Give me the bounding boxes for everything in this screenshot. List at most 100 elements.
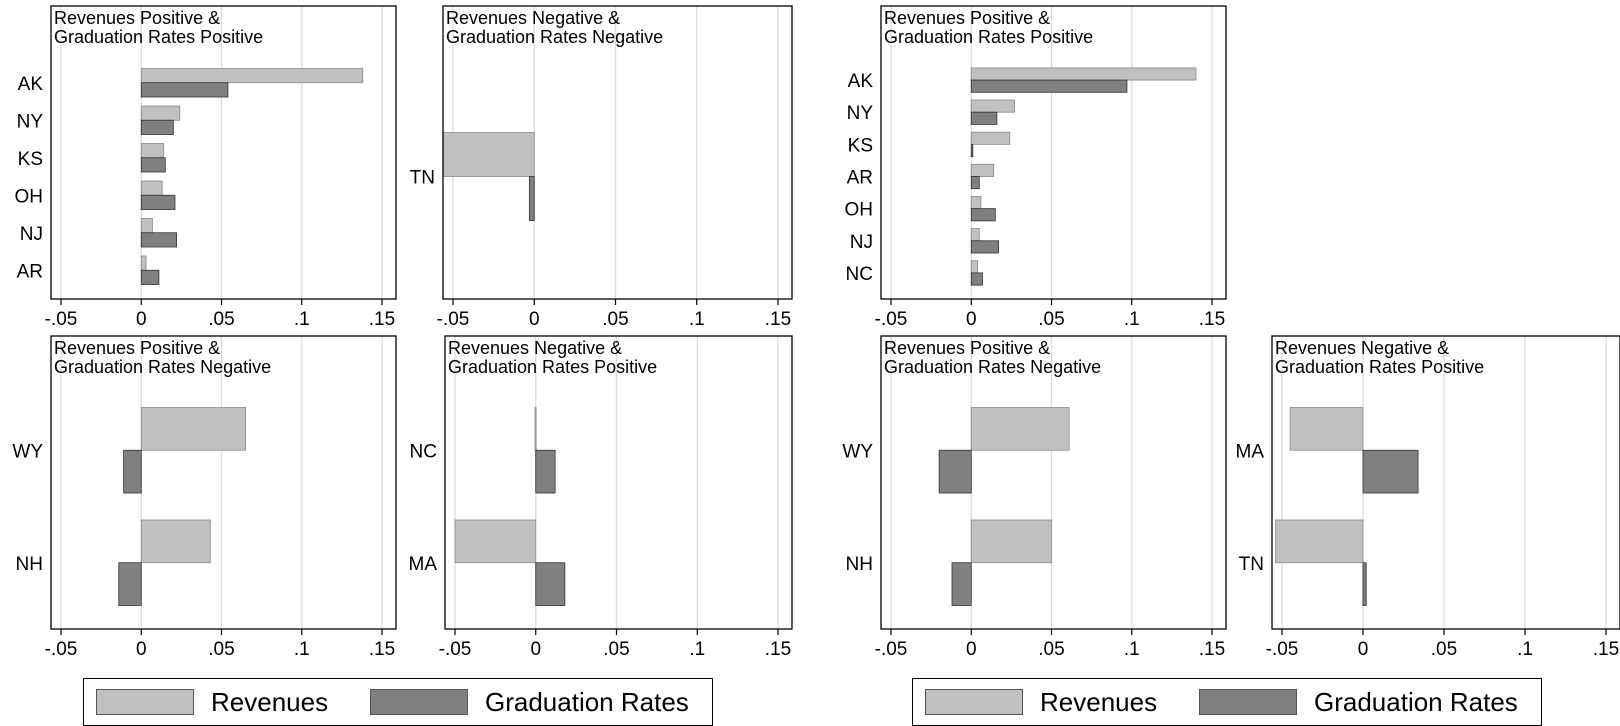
x-tick-label: 0 — [136, 639, 147, 660]
plot-frame — [880, 5, 1227, 300]
panel-title-line: Graduation Rates Positive — [448, 357, 657, 377]
x-tick-label: 0 — [1358, 639, 1369, 660]
panel-title-line: Revenues Negative & — [446, 8, 620, 28]
x-tick-label: .05 — [603, 639, 629, 660]
bar-revenues-oh — [970, 196, 982, 210]
bar-revenues-ny — [970, 99, 1015, 113]
bar-revenues-nj — [140, 218, 153, 234]
bar-revenues-nc — [534, 407, 537, 451]
x-tick-label: -.05 — [439, 639, 472, 660]
x-tick-label: .05 — [208, 639, 234, 660]
legend-label-revenues: Revenues — [211, 687, 329, 717]
x-tick-label: .05 — [1431, 639, 1457, 660]
category-label-wy: WY — [842, 441, 873, 462]
x-tick-label: .1 — [294, 639, 310, 660]
x-tick-label: .1 — [689, 309, 705, 330]
x-tick-label: -.05 — [45, 309, 78, 330]
category-label-ny: NY — [847, 103, 874, 124]
legend-swatch-graduation-rates — [1199, 689, 1297, 715]
plot-frame — [50, 5, 397, 300]
x-tick-label: .1 — [294, 309, 310, 330]
legend-label-graduation-rates: Graduation Rates — [485, 687, 689, 717]
legend-swatch-graduation-rates — [370, 689, 468, 715]
panel-title-line: Revenues Positive & — [54, 338, 220, 358]
bar-graduation-rates-tn — [1362, 562, 1367, 606]
category-label-ar: AR — [17, 261, 43, 282]
bar-revenues-ma — [1289, 407, 1364, 451]
x-tick-label: -.05 — [875, 309, 908, 330]
panel-title-line: Graduation Rates Positive — [884, 27, 1093, 47]
bar-revenues-nh — [970, 519, 1052, 564]
x-tick-label: 0 — [136, 309, 147, 330]
chart-panel-left-top-left: AK NY KS OH NJ AR Revenues Positive &Graduatio… — [15, 5, 397, 330]
category-label-nh: NH — [846, 554, 873, 575]
plot-frame — [444, 335, 793, 630]
x-tick-label: .1 — [1124, 309, 1140, 330]
x-tick-label: -.05 — [437, 309, 470, 330]
bar-graduation-rates-ma — [1362, 449, 1419, 494]
category-label-wy: WY — [12, 441, 43, 462]
panel-title-line: Revenues Negative & — [1275, 338, 1449, 358]
x-tick-label: .1 — [1124, 639, 1140, 660]
bar-graduation-rates-wy — [938, 449, 972, 494]
panel-title-line: Graduation Rates Negative — [446, 27, 663, 47]
x-tick-label: .05 — [208, 309, 234, 330]
bar-graduation-rates-oh — [140, 194, 176, 210]
bar-graduation-rates-nj — [140, 232, 177, 248]
bar-revenues-nc — [970, 260, 979, 274]
plot-frame — [442, 5, 793, 300]
bar-graduation-rates-ks — [140, 157, 166, 173]
bar-revenues-ma — [454, 519, 537, 564]
bar-graduation-rates-wy — [123, 449, 142, 494]
category-label-ks: KS — [18, 149, 43, 170]
panel-title-line: Graduation Rates Negative — [884, 357, 1101, 377]
x-tick-label: .15 — [369, 639, 395, 660]
bar-revenues-ks — [970, 131, 1011, 145]
category-label-tn: TN — [1239, 554, 1264, 575]
legend-right: Revenues Graduation Rates — [912, 678, 1542, 726]
panel-title-line: Revenues Positive & — [884, 338, 1050, 358]
chart-panel-right-bottom-right: MA TN Revenues Negative &Graduation Rates … — [1236, 335, 1620, 660]
bar-graduation-rates-ma — [535, 562, 566, 606]
x-tick-label: 0 — [529, 309, 540, 330]
panel-title-line: Graduation Rates Positive — [54, 27, 263, 47]
panel-title-line: Revenues Positive & — [884, 8, 1050, 28]
category-label-nc: NC — [846, 264, 873, 285]
bar-revenues-wy — [970, 407, 1070, 451]
bar-graduation-rates-nh — [118, 562, 142, 606]
bar-revenues-wy — [140, 407, 246, 451]
x-tick-label: -.05 — [1266, 639, 1299, 660]
bar-revenues-ny — [140, 105, 181, 121]
chart-panel-left-top-right: TN Revenues Negative &Graduation Rates Ne… — [410, 5, 793, 330]
chart-panel-left-bottom-left: WY NH Revenues Positive &Graduation Rates … — [12, 335, 397, 660]
bar-revenues-tn — [1275, 519, 1364, 564]
plot-frame — [50, 335, 397, 630]
plot-frame — [1271, 335, 1620, 630]
category-label-nh: NH — [16, 554, 43, 575]
x-tick-label: .15 — [1199, 639, 1225, 660]
bar-graduation-rates-nc — [535, 449, 556, 494]
category-label-nc: NC — [410, 441, 437, 462]
x-tick-label: .15 — [369, 309, 395, 330]
bar-graduation-rates-ny — [970, 111, 998, 125]
bar-graduation-rates-oh — [970, 208, 996, 222]
chart-panel-right-top-left: AK NY KS AR OH NJ NC Revenues Positive &Graduat… — [845, 5, 1227, 330]
category-label-oh: OH — [845, 200, 874, 221]
category-label-ma: MA — [409, 554, 438, 575]
category-label-ak: AK — [18, 74, 44, 95]
bar-graduation-rates-nj — [970, 240, 999, 254]
category-label-oh: OH — [15, 186, 44, 207]
legend-label-graduation-rates: Graduation Rates — [1314, 687, 1518, 717]
panel-title-line: Revenues Negative & — [448, 338, 622, 358]
bar-graduation-rates-nc — [970, 272, 983, 286]
x-tick-label: .1 — [1517, 639, 1533, 660]
x-tick-label: 0 — [966, 639, 977, 660]
category-label-ma: MA — [1236, 441, 1265, 462]
category-label-tn: TN — [410, 168, 435, 189]
category-label-ks: KS — [848, 135, 873, 156]
x-tick-label: .15 — [765, 309, 791, 330]
bar-revenues-ar — [140, 255, 147, 271]
legend-left: Revenues Graduation Rates — [83, 678, 713, 726]
bar-graduation-rates-ak — [140, 82, 229, 98]
